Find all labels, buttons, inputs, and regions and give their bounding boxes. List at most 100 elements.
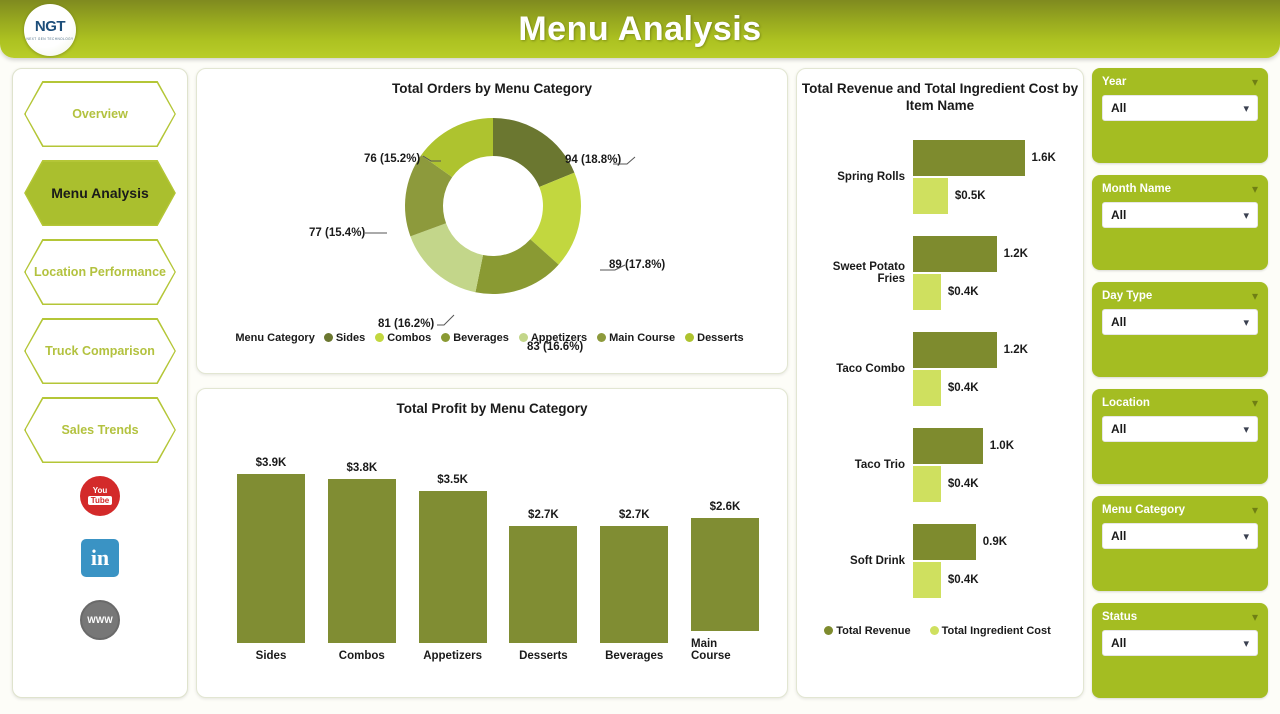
legend-label-desserts: Desserts <box>697 331 744 344</box>
profit-bar-category-label: Desserts <box>519 649 568 662</box>
slicer-dropdown-year[interactable]: All ▾ <box>1102 95 1258 121</box>
revenue-bar-group: Taco Combo 1.2K $0.4K <box>805 321 1075 417</box>
profit-bar-column[interactable]: $3.5K Appetizers <box>418 430 487 662</box>
sidebar-item-label: Sales Trends <box>61 423 139 437</box>
slicer-dropdown-menu-category[interactable]: All ▾ <box>1102 523 1258 549</box>
donut-segment-desserts[interactable] <box>421 117 493 177</box>
sidebar-item-label: Overview <box>72 107 128 121</box>
page-header: NGT NEXT GEN TECHNOLOGY Menu Analysis <box>0 0 1280 58</box>
chevron-down-icon[interactable]: ▾ <box>1251 610 1258 624</box>
sidebar-item-sales-trends[interactable]: Sales Trends <box>24 397 176 463</box>
ingredient-cost-bar[interactable] <box>913 369 941 406</box>
sidebar-item-location-performance[interactable]: Location Performance <box>24 239 176 305</box>
legend-swatch-main-course <box>597 333 607 343</box>
profit-bar-value: $3.5K <box>437 474 468 487</box>
sidebar-item-menu-analysis[interactable]: Menu Analysis <box>24 160 176 226</box>
revenue-bar-value: $0.4K <box>947 285 979 298</box>
sidebar-item-truck-comparison[interactable]: Truck Comparison <box>24 318 176 384</box>
revenue-bar[interactable] <box>913 427 983 464</box>
donut-segment-combos[interactable] <box>530 172 581 265</box>
profit-bar-value: $3.8K <box>346 461 378 474</box>
profit-bar[interactable] <box>418 491 487 643</box>
legend-item-main-course[interactable]: Main Course <box>597 332 675 344</box>
profit-bar[interactable] <box>690 518 759 631</box>
profit-bar-column[interactable]: $2.7K Beverages <box>600 430 669 662</box>
legend-label-sides: Sides <box>335 331 366 344</box>
chevron-down-icon[interactable]: ▾ <box>1251 396 1258 410</box>
profit-bar-value: $2.7K <box>618 509 650 522</box>
slicer-dropdown-status[interactable]: All ▾ <box>1102 630 1258 656</box>
profit-bar-column[interactable]: $2.6K Main Course <box>690 430 759 662</box>
legend-item-beverages[interactable]: Beverages <box>441 332 509 344</box>
slicer-dropdown-location[interactable]: All ▾ <box>1102 416 1258 442</box>
donut-leader-lines <box>365 155 636 326</box>
revenue-bar-value: $0.4K <box>947 477 979 490</box>
slicer-month-name: Month Name ▾ All ▾ <box>1092 175 1268 270</box>
slicer-value-location: All <box>1111 422 1127 436</box>
revenue-vs-cost-card: Total Revenue and Total Ingredient Cost … <box>796 68 1084 698</box>
legend-item-appetizers[interactable]: Appetizers <box>518 332 587 344</box>
revenue-bar[interactable] <box>913 235 997 272</box>
profit-bar-column[interactable]: $2.7K Desserts <box>509 430 578 662</box>
legend-item-sides[interactable]: Sides <box>323 331 366 344</box>
profit-bar[interactable] <box>327 478 396 643</box>
slicer-dropdown-month-name[interactable]: All ▾ <box>1102 202 1258 228</box>
slicer-dropdown-day-type[interactable]: All ▾ <box>1102 309 1258 335</box>
revenue-bar[interactable] <box>913 523 976 560</box>
donut-chart: 94 (18.8%) 89 (17.8%) 83 (16.6%) 81 (16.… <box>197 98 789 353</box>
revenue-bar-item-label: Taco Combo <box>836 362 905 375</box>
legend-label-total-revenue: Total Revenue <box>836 624 911 637</box>
linkedin-icon[interactable]: in <box>80 538 120 578</box>
profit-bar-column[interactable]: $3.8K Combos <box>327 430 396 662</box>
profit-bar-category-label: Sides <box>255 649 287 662</box>
slicer-day-type: Day Type ▾ All ▾ <box>1092 282 1268 377</box>
legend-item-desserts[interactable]: Desserts <box>685 331 744 344</box>
youtube-icon[interactable]: You Tube <box>80 476 120 516</box>
revenue-legend: Total Revenue Total Ingredient Cost <box>797 625 1083 637</box>
chevron-down-icon[interactable]: ▾ <box>1251 289 1258 303</box>
profit-bar-value: $3.9K <box>255 457 287 470</box>
ingredient-cost-bar[interactable] <box>913 177 948 214</box>
revenue-bar-value: 0.9K <box>982 535 1008 548</box>
profit-bar-value: $2.7K <box>528 509 559 522</box>
ingredient-cost-bar[interactable] <box>913 465 941 502</box>
slicer-label-location: Location <box>1102 397 1150 409</box>
orders-by-category-card: Total Orders by Menu Category 94 (18.8%)… <box>196 68 788 374</box>
chevron-down-icon[interactable]: ▾ <box>1251 503 1258 517</box>
legend-swatch-appetizers <box>518 333 528 343</box>
profit-bar-column[interactable]: $3.9K Sides <box>237 430 305 662</box>
slicer-year: Year ▾ All ▾ <box>1092 68 1268 163</box>
chevron-down-icon[interactable]: ▾ <box>1251 182 1258 196</box>
donut-segment-sides[interactable] <box>493 117 575 187</box>
ingredient-cost-bar[interactable] <box>913 561 941 598</box>
donut-segment-appetizers[interactable] <box>410 223 484 293</box>
profit-bar[interactable] <box>237 474 305 643</box>
slicer-value-menu-category: All <box>1111 529 1127 543</box>
youtube-icon-bottom: Tube <box>87 495 113 506</box>
profit-bar[interactable] <box>509 526 578 643</box>
revenue-bar[interactable] <box>913 331 997 368</box>
legend-item-total-ingredient-cost[interactable]: Total Ingredient Cost <box>929 625 1051 637</box>
linkedin-icon-glyph: in <box>81 539 119 577</box>
website-globe-icon[interactable]: WWW <box>80 600 120 640</box>
chevron-down-icon: ▾ <box>1243 102 1249 115</box>
ingredient-cost-bar[interactable] <box>913 273 941 310</box>
donut-segment-main-course[interactable] <box>405 155 453 237</box>
revenue-bar-item-label: Spring Rolls <box>837 170 905 183</box>
revenue-bar-row: 1.2K <box>913 235 1075 272</box>
sidebar-item-overview[interactable]: Overview <box>24 81 176 147</box>
profit-by-category-card: Total Profit by Menu Category $3.9K Sides… <box>196 388 788 698</box>
revenue-bar[interactable] <box>913 139 1025 176</box>
profit-bar[interactable] <box>600 526 669 643</box>
legend-item-combos[interactable]: Combos <box>375 332 431 344</box>
chevron-down-icon[interactable]: ▾ <box>1251 75 1258 89</box>
donut-legend: Menu Category Sides Combos Beverages App… <box>197 332 787 344</box>
legend-swatch-beverages <box>441 333 451 343</box>
revenue-bar-row: 1.0K <box>913 427 1075 464</box>
revenue-bar-group: Spring Rolls 1.6K $0.5K <box>805 129 1075 225</box>
legend-label-main-course: Main Course <box>609 331 676 344</box>
donut-segment-beverages[interactable] <box>475 239 559 294</box>
donut-label-combos: 89 (17.8%) <box>609 258 666 271</box>
legend-item-total-revenue[interactable]: Total Revenue <box>824 624 911 637</box>
revenue-bar-row: 1.2K <box>913 331 1075 368</box>
